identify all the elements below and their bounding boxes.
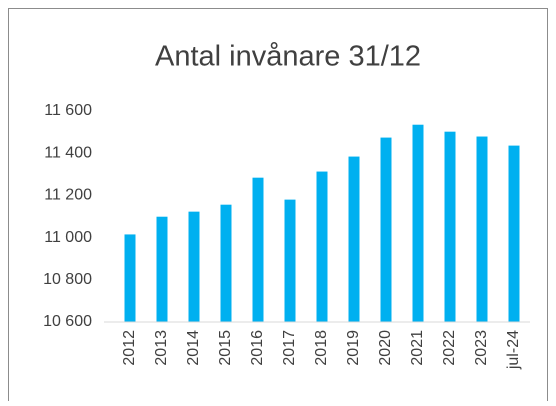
y-tick-label: 11 000 <box>44 229 92 246</box>
y-tick-label: 11 600 <box>44 102 92 119</box>
y-tick-label: 10 600 <box>43 313 92 330</box>
bar <box>220 204 232 322</box>
x-tick-label: 2013 <box>153 330 170 366</box>
bar <box>476 136 488 322</box>
bar <box>252 177 264 322</box>
y-tick-label: 11 400 <box>44 144 92 161</box>
x-tick-label: 2014 <box>185 330 202 366</box>
x-tick-label: 2017 <box>281 330 298 366</box>
x-tick-label: 2016 <box>249 330 266 366</box>
bar <box>412 124 424 322</box>
bar <box>444 131 456 322</box>
chart-title: Antal invånare 31/12 <box>155 41 421 73</box>
x-tick-label: jul-24 <box>505 330 522 370</box>
y-tick-label: 11 200 <box>44 187 92 204</box>
x-tick-label: 2021 <box>409 330 426 366</box>
x-tick-label: 2020 <box>377 330 394 366</box>
bar <box>380 137 392 322</box>
bar <box>348 156 360 322</box>
bar <box>316 171 328 322</box>
bar <box>188 211 200 322</box>
bar <box>508 145 520 322</box>
y-tick-label: 10 800 <box>43 271 92 288</box>
x-tick-label: 2012 <box>121 330 138 366</box>
x-tick-label: 2015 <box>217 330 234 366</box>
bar <box>156 216 168 322</box>
x-tick-label: 2019 <box>345 330 362 366</box>
x-tick-label: 2018 <box>313 330 330 366</box>
bar <box>124 234 136 322</box>
chart-border <box>8 8 548 406</box>
x-tick-label: 2022 <box>441 330 458 366</box>
x-tick-label: 2023 <box>473 330 490 366</box>
bar <box>284 199 296 322</box>
